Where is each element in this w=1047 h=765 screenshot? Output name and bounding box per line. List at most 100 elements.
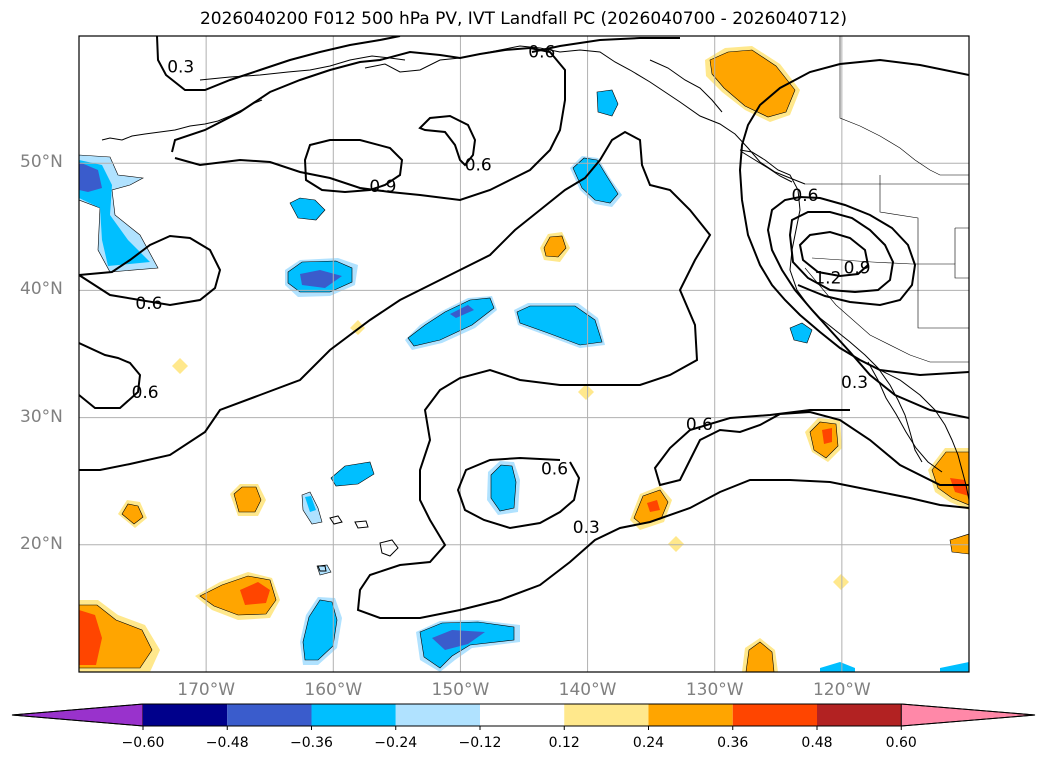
coastline xyxy=(317,565,327,572)
coastline xyxy=(379,539,399,557)
pv-contour-0.9 xyxy=(788,211,895,294)
pv-negative-fill xyxy=(330,461,375,487)
pv-contour-0.3 xyxy=(738,58,969,377)
longitude-label: 130°W xyxy=(685,680,744,700)
contour-label: 0.6 xyxy=(791,186,818,206)
latitude-label: 50°N xyxy=(20,152,63,173)
colorbar-tick-label: 0.36 xyxy=(717,735,749,751)
pv-negative-fill xyxy=(305,496,316,512)
border-line xyxy=(879,175,969,329)
colorbar-segment xyxy=(648,704,733,726)
colorbar-extend-max xyxy=(900,703,1036,727)
colorbar-segment xyxy=(564,704,649,726)
contour-label: 0.3 xyxy=(841,373,868,393)
contour-label: 0.6 xyxy=(465,155,492,175)
coastline xyxy=(329,515,343,525)
contour-label: 0.9 xyxy=(369,177,396,197)
pv-contour-0.6 xyxy=(418,114,477,167)
latitude-label: 30°N xyxy=(20,406,63,427)
longitude-label: 140°W xyxy=(558,680,617,700)
colorbar-segment xyxy=(480,704,565,726)
pv-contour-0.6 xyxy=(531,37,680,53)
pv-negative-fill xyxy=(596,89,619,117)
pv-contours xyxy=(79,36,969,619)
pv-negative-fill xyxy=(490,464,517,512)
border-line xyxy=(811,257,969,279)
pv-negative-fill xyxy=(302,599,338,661)
contour-label: 1.2 xyxy=(814,269,841,289)
colorbar-tick-label: −0.48 xyxy=(205,735,249,751)
pv-negative-fill xyxy=(572,157,619,204)
pv-contour-0.6 xyxy=(766,195,969,419)
pv-positive-fill xyxy=(543,235,567,258)
pv-negative-fill xyxy=(940,662,969,672)
pv-positive-fill xyxy=(121,503,144,525)
pv-negative-fill xyxy=(316,564,332,576)
colorbar-segment xyxy=(227,704,312,726)
coastline xyxy=(649,59,723,113)
colorbar-tick-label: 0.24 xyxy=(632,735,665,751)
coastline xyxy=(354,520,369,529)
contour-label: 0.6 xyxy=(528,42,555,62)
coastline xyxy=(364,45,806,185)
pv-positive-fill xyxy=(240,582,270,605)
longitude-label: 150°W xyxy=(431,680,490,700)
pv-positive-fill xyxy=(709,49,796,118)
coastline xyxy=(741,151,793,183)
coastline xyxy=(101,99,263,141)
pv-positive-fill xyxy=(668,536,684,552)
contour-label: 0.9 xyxy=(844,259,871,279)
pv-contour-0.6 xyxy=(79,234,222,307)
contour-labels: 0.30.60.60.90.60.60.61.20.90.60.30.60.3 xyxy=(132,42,871,538)
colorbar xyxy=(11,703,1036,730)
contour-label: 0.6 xyxy=(686,415,713,435)
colorbar-segment xyxy=(817,704,902,726)
colorbar-segment xyxy=(395,704,480,726)
pv-positive-fill xyxy=(647,500,660,512)
pv-positive-fill xyxy=(172,358,188,374)
pv-positive-fill xyxy=(950,478,969,496)
contour-label: 0.6 xyxy=(132,383,159,403)
pv-positive-fill xyxy=(79,610,102,665)
border-line xyxy=(909,354,969,363)
map-title: 2026040200 F012 500 hPa PV, IVT Landfall… xyxy=(199,9,847,29)
longitude-label: 160°W xyxy=(304,680,363,700)
latitude-label: 20°N xyxy=(20,533,63,554)
pv-positive-fill xyxy=(233,486,262,513)
pv-positive-fill xyxy=(745,641,775,672)
pv-contour-0.6 xyxy=(79,342,142,409)
longitude-label: 120°W xyxy=(812,680,871,700)
colorbar-tick-label: −0.60 xyxy=(121,735,165,751)
map-gridlines xyxy=(79,36,969,672)
contour-label: 0.3 xyxy=(573,518,600,538)
colorbar-tick-label: 0.48 xyxy=(801,735,833,751)
pv-contour-1.2 xyxy=(798,230,870,278)
latitude-label: 40°N xyxy=(20,279,63,300)
pv-negative-fill xyxy=(789,322,813,344)
contour-label: 0.6 xyxy=(135,294,162,314)
pv-negative-fill xyxy=(289,197,326,221)
map-frame xyxy=(78,35,970,673)
pv-positive-fill xyxy=(822,428,832,444)
pv-negative-fill xyxy=(820,662,855,672)
border-line xyxy=(839,36,969,176)
pv-negative-fill xyxy=(300,270,342,288)
coastline xyxy=(879,369,969,501)
longitude-label: 170°W xyxy=(177,680,236,700)
pv-contour-0.3 xyxy=(456,456,581,530)
contour-label: 0.6 xyxy=(541,459,568,479)
colorbar-tick-label: −0.24 xyxy=(374,735,418,751)
political-borders xyxy=(804,36,969,363)
pv-anomaly-fills xyxy=(79,46,969,672)
colorbar-tick-label: −0.12 xyxy=(458,735,502,751)
border-line xyxy=(954,227,969,264)
colorbar-extend-min xyxy=(11,703,144,727)
colorbar-tick-label: 0.12 xyxy=(548,735,580,751)
colorbar-segment xyxy=(143,704,228,726)
pv-contour-0.6 xyxy=(79,130,969,619)
pv-negative-fill xyxy=(516,305,603,346)
coastline xyxy=(867,361,943,473)
contour-label: 0.3 xyxy=(167,58,194,78)
border-line xyxy=(804,267,911,356)
